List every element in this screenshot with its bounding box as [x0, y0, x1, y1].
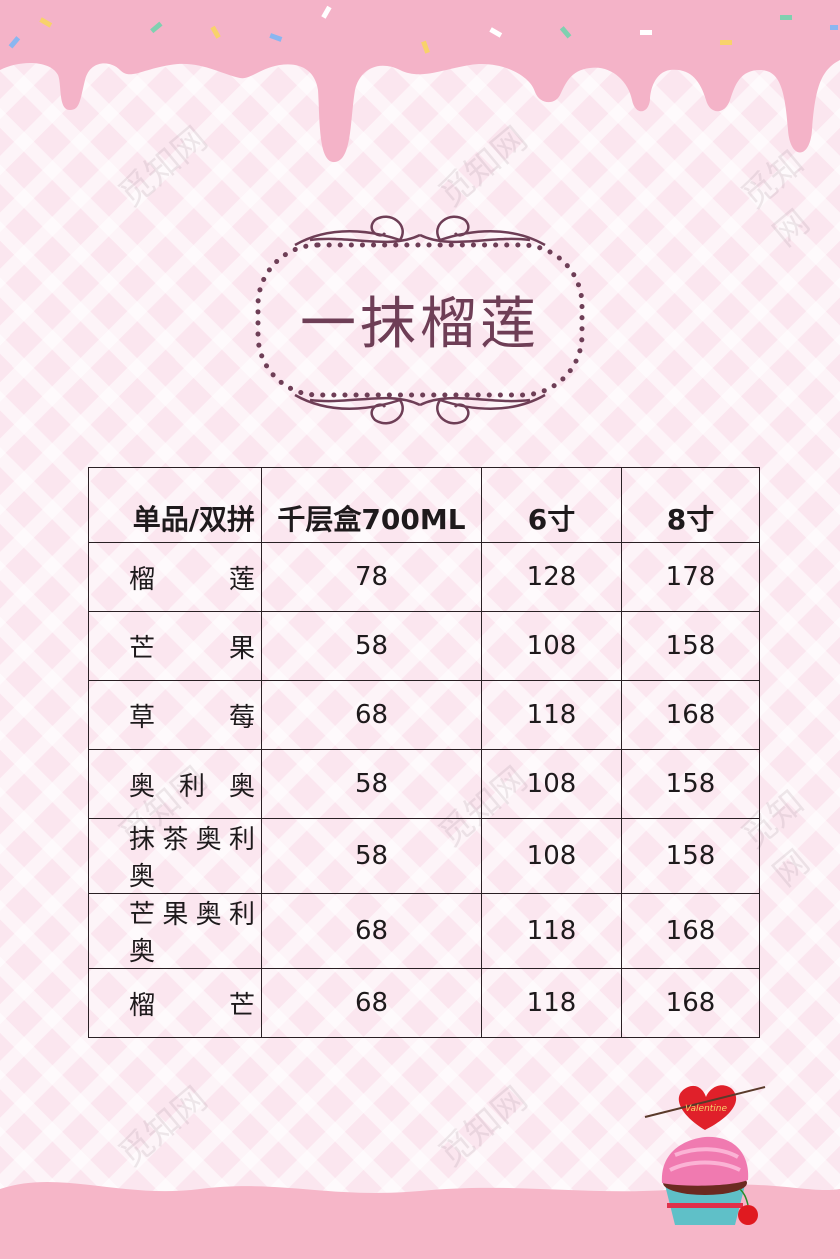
price-8-inch: 158: [621, 749, 760, 819]
row-item-cell: 榴莲: [88, 542, 262, 612]
price-700ml: 78: [261, 542, 482, 612]
price-8-inch: 158: [621, 611, 760, 681]
table-row: 芒果奥利奥 68 118 168: [88, 893, 760, 969]
price-8-inch: 168: [621, 968, 760, 1038]
header-6-inch: 6寸: [481, 467, 622, 543]
item-name: 榴莲: [129, 564, 255, 595]
row-item-cell: 抹茶奥利奥: [88, 818, 262, 894]
row-item-cell: 芒果奥利奥: [88, 893, 262, 969]
price-6-inch: 108: [481, 611, 622, 681]
price-8-inch: 168: [621, 680, 760, 750]
row-item-cell: 榴芒: [88, 968, 262, 1038]
price-6-inch: 108: [481, 818, 622, 894]
item-name: 草莓: [129, 702, 255, 733]
row-item-cell: 草莓: [88, 680, 262, 750]
header-item: 单品/双拼: [88, 467, 262, 543]
table-row: 榴莲 78 128 178: [88, 542, 760, 612]
item-name: 芒果奥利奥: [129, 900, 255, 967]
price-8-inch: 178: [621, 542, 760, 612]
icing-drip-decoration: [0, 0, 840, 163]
table-header-row: 单品/双拼 千层盒700ML 6寸 8寸: [88, 467, 760, 543]
cupcake-illustration: Valentine: [644, 1085, 766, 1225]
item-name: 芒果: [129, 633, 255, 664]
watermark: 觅知网: [111, 1079, 216, 1176]
price-8-inch: 168: [621, 893, 760, 969]
row-item-cell: 芒果: [88, 611, 262, 681]
price-6-inch: 118: [481, 893, 622, 969]
watermark: 觅知网: [431, 1079, 536, 1176]
item-name: 榴芒: [129, 990, 255, 1021]
bottom-wave-decoration: [0, 1181, 840, 1259]
price-6-inch: 108: [481, 749, 622, 819]
header-box-700ml: 千层盒700ML: [261, 467, 482, 543]
table-row: 奥利奥 58 108 158: [88, 749, 760, 819]
price-700ml: 58: [261, 749, 482, 819]
price-700ml: 68: [261, 968, 482, 1038]
header-8-inch: 8寸: [621, 467, 760, 543]
price-700ml: 58: [261, 818, 482, 894]
price-6-inch: 118: [481, 968, 622, 1038]
ornamental-frame: [255, 215, 585, 425]
table-row: 芒果 58 108 158: [88, 611, 760, 681]
item-name: 奥利奥: [129, 771, 255, 802]
page-title: 一抹榴莲: [300, 292, 540, 357]
table-row: 抹茶奥利奥 58 108 158: [88, 818, 760, 894]
heart-label: Valentine: [685, 1104, 728, 1114]
price-6-inch: 118: [481, 680, 622, 750]
price-700ml: 58: [261, 611, 482, 681]
table-row: 榴芒 68 118 168: [88, 968, 760, 1038]
table-row: 草莓 68 118 168: [88, 680, 760, 750]
price-6-inch: 128: [481, 542, 622, 612]
price-700ml: 68: [261, 680, 482, 750]
price-8-inch: 158: [621, 818, 760, 894]
price-700ml: 68: [261, 893, 482, 969]
item-name: 抹茶奥利奥: [129, 825, 255, 892]
price-table: 单品/双拼 千层盒700ML 6寸 8寸 榴莲 78 128 178 芒果 58 108 15…: [88, 467, 760, 1038]
row-item-cell: 奥利奥: [88, 749, 262, 819]
